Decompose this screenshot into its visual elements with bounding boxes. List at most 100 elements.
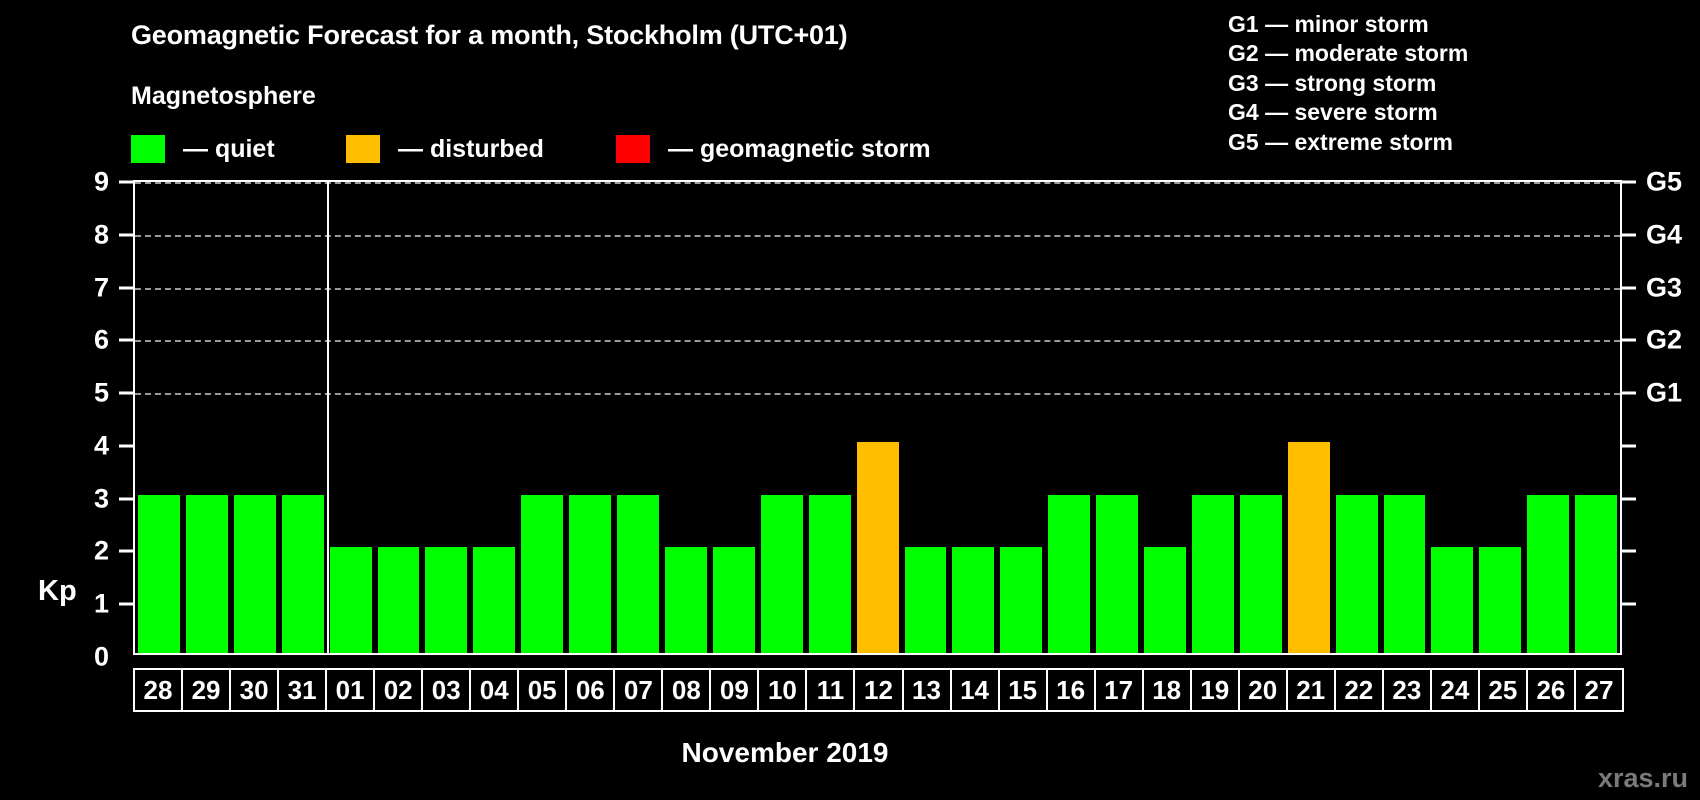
bar-cell[interactable] [375, 182, 423, 653]
date-cell-13[interactable]: 13 [901, 668, 952, 712]
bar-28[interactable] [138, 494, 180, 653]
date-cell-01[interactable]: 01 [325, 668, 376, 712]
date-cell-16[interactable]: 16 [1045, 668, 1096, 712]
bar-cell[interactable] [662, 182, 710, 653]
bar-02[interactable] [377, 547, 420, 653]
bar-cell[interactable] [183, 182, 231, 653]
bar-01[interactable] [329, 547, 372, 653]
bar-cell[interactable] [1476, 182, 1524, 653]
date-cell-02[interactable]: 02 [373, 668, 424, 712]
date-cell-23[interactable]: 23 [1381, 668, 1432, 712]
bar-cell[interactable] [1524, 182, 1572, 653]
date-cell-15[interactable]: 15 [997, 668, 1048, 712]
bar-25[interactable] [1479, 547, 1522, 653]
bar-cell[interactable] [135, 182, 183, 653]
bar-08[interactable] [664, 547, 707, 653]
date-cell-21[interactable]: 21 [1285, 668, 1336, 712]
legend-label: — geomagnetic storm [668, 134, 931, 163]
bar-cell[interactable] [1572, 182, 1620, 653]
bar-20[interactable] [1239, 494, 1282, 653]
date-cell-29[interactable]: 29 [181, 668, 232, 712]
date-cell-04[interactable]: 04 [469, 668, 520, 712]
y-tick-mark-4 [119, 444, 133, 448]
date-cell-05[interactable]: 05 [517, 668, 568, 712]
bar-cell[interactable] [854, 182, 902, 653]
date-cell-22[interactable]: 22 [1333, 668, 1384, 712]
bar-cell[interactable] [710, 182, 758, 653]
bar-30[interactable] [233, 494, 276, 653]
date-cell-31[interactable]: 31 [277, 668, 328, 712]
bar-31[interactable] [281, 494, 324, 653]
bar-cell[interactable] [422, 182, 470, 653]
bar-cell[interactable] [614, 182, 662, 653]
bar-cell[interactable] [1285, 182, 1333, 653]
bar-cell[interactable] [327, 182, 375, 653]
bar-cell[interactable] [949, 182, 997, 653]
date-cell-30[interactable]: 30 [229, 668, 280, 712]
date-cell-03[interactable]: 03 [421, 668, 472, 712]
bar-cell[interactable] [279, 182, 327, 653]
bar-14[interactable] [952, 547, 995, 653]
bar-15[interactable] [1000, 547, 1043, 653]
bar-17[interactable] [1096, 494, 1139, 653]
bar-cell[interactable] [1428, 182, 1476, 653]
date-cell-26[interactable]: 26 [1525, 668, 1576, 712]
date-cell-08[interactable]: 08 [661, 668, 712, 712]
bar-23[interactable] [1383, 494, 1426, 653]
bar-24[interactable] [1431, 547, 1474, 653]
bar-22[interactable] [1335, 494, 1378, 653]
date-cell-10[interactable]: 10 [757, 668, 808, 712]
bar-21[interactable] [1287, 441, 1330, 653]
bar-29[interactable] [185, 494, 228, 653]
date-cell-11[interactable]: 11 [805, 668, 856, 712]
bar-cell[interactable] [1189, 182, 1237, 653]
bar-cell[interactable] [1333, 182, 1381, 653]
bar-05[interactable] [521, 494, 564, 653]
date-cell-24[interactable]: 24 [1429, 668, 1480, 712]
date-cell-28[interactable]: 28 [133, 668, 184, 712]
bar-12[interactable] [856, 441, 899, 653]
bar-cell[interactable] [997, 182, 1045, 653]
bar-cell[interactable] [1237, 182, 1285, 653]
bar-07[interactable] [617, 494, 659, 653]
bar-04[interactable] [473, 547, 516, 653]
bar-cell[interactable] [1381, 182, 1429, 653]
bar-18[interactable] [1144, 547, 1186, 653]
date-cell-12[interactable]: 12 [853, 668, 904, 712]
bar-19[interactable] [1191, 494, 1234, 653]
bar-cell[interactable] [902, 182, 950, 653]
date-cell-19[interactable]: 19 [1189, 668, 1240, 712]
bar-cell[interactable] [518, 182, 566, 653]
y-tick-mark-1 [119, 602, 133, 606]
date-cell-09[interactable]: 09 [709, 668, 760, 712]
g-tick-mark-kp-2 [1622, 549, 1636, 553]
bar-cell[interactable] [1045, 182, 1093, 653]
date-cell-20[interactable]: 20 [1237, 668, 1288, 712]
date-cell-17[interactable]: 17 [1093, 668, 1144, 712]
g-legend-row-2: G2 — moderate storm [1228, 40, 1469, 67]
bar-cell[interactable] [1141, 182, 1189, 653]
bar-cell[interactable] [470, 182, 518, 653]
bar-cell[interactable] [758, 182, 806, 653]
bar-03[interactable] [425, 547, 468, 653]
date-cell-14[interactable]: 14 [949, 668, 1000, 712]
bar-cell[interactable] [806, 182, 854, 653]
bar-26[interactable] [1527, 494, 1570, 653]
date-cell-06[interactable]: 06 [565, 668, 616, 712]
bar-06[interactable] [569, 494, 612, 653]
date-axis: 28 29 30 31 01 02 03 04 05 06 07 08 09 10 11 12 13 14 15 16… [133, 668, 1624, 712]
bar-13[interactable] [904, 547, 947, 653]
bar-cell[interactable] [1093, 182, 1141, 653]
bar-cell[interactable] [566, 182, 614, 653]
date-cell-18[interactable]: 18 [1141, 668, 1192, 712]
bar-10[interactable] [760, 494, 803, 653]
date-cell-27[interactable]: 27 [1573, 668, 1624, 712]
bar-09[interactable] [712, 547, 755, 653]
bar-16[interactable] [1048, 494, 1091, 653]
bar-27[interactable] [1575, 494, 1618, 653]
date-cell-25[interactable]: 25 [1477, 668, 1528, 712]
date-cell-07[interactable]: 07 [613, 668, 664, 712]
bar-cell[interactable] [231, 182, 279, 653]
bar-11[interactable] [808, 494, 851, 653]
